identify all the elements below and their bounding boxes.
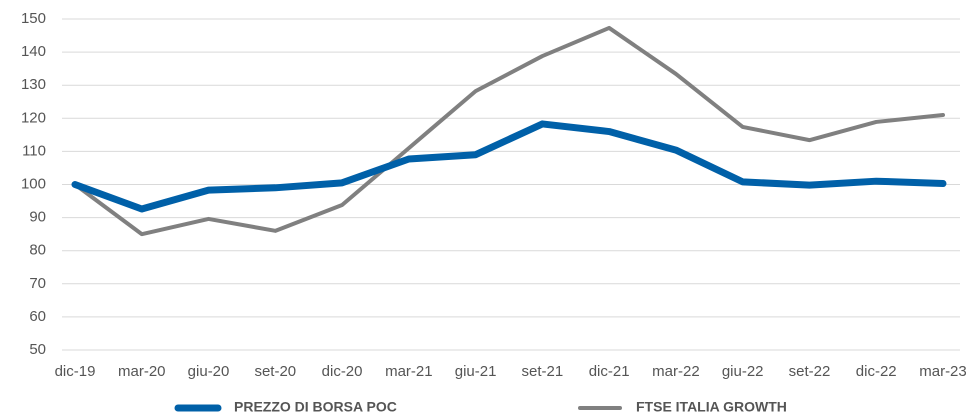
y-tick-label: 70 [29,275,46,292]
x-tick-label: dic-19 [55,363,96,380]
legend-label: PREZZO DI BORSA POC [234,399,397,415]
y-tick-label: 130 [21,76,46,93]
y-tick-label: 150 [21,10,46,27]
y-tick-label: 110 [22,142,46,159]
x-tick-label: set-21 [522,363,564,380]
y-tick-label: 90 [29,209,46,226]
series-line [71,120,947,213]
y-tick-label: 100 [21,175,46,192]
x-tick-label: giu-20 [188,363,230,380]
x-tick-label: giu-21 [455,363,497,380]
x-tick-label: set-20 [254,363,296,380]
y-tick-label: 140 [21,43,46,60]
legend-label: FTSE ITALIA GROWTH [636,399,787,415]
x-tick-label: dic-21 [589,363,630,380]
y-tick-label: 80 [29,242,46,259]
x-tick-label: set-22 [789,363,831,380]
x-tick-label: mar-23 [919,363,967,380]
x-tick-label: mar-21 [385,363,433,380]
x-tick-label: mar-20 [118,363,166,380]
y-tick-label: 50 [29,341,46,358]
x-tick-label: mar-22 [652,363,700,380]
y-tick-label: 60 [29,308,46,325]
x-tick-label: dic-22 [856,363,897,380]
series-line [73,25,945,237]
y-tick-label: 120 [21,109,46,126]
x-tick-label: dic-20 [322,363,363,380]
x-tick-label: giu-22 [722,363,764,380]
